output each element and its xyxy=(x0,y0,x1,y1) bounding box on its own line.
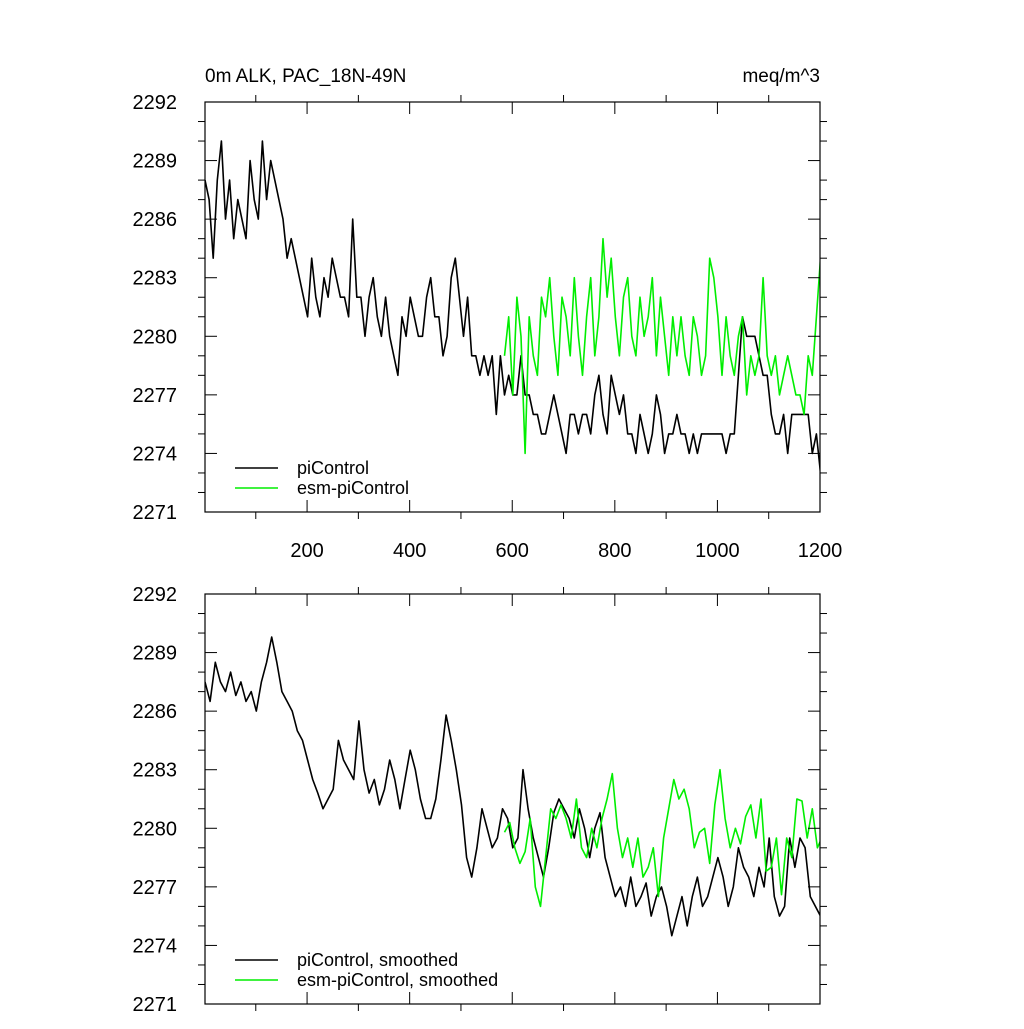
x-tick-label: 400 xyxy=(393,540,426,562)
series-line-picontrol xyxy=(205,140,820,474)
y-tick-label: 2280 xyxy=(133,326,178,348)
y-tick-label: 2271 xyxy=(133,994,178,1016)
y-tick-label: 2271 xyxy=(133,502,178,524)
plot-frame xyxy=(204,101,821,513)
series-line-esm-picontrol xyxy=(503,768,820,908)
panel-2: 2271 2274 2277 2280 2283 2286 2289 2292 piContro… xyxy=(133,584,827,1016)
panel-1: 2271 2274 2277 2280 2283 2286 2289 2292 200 400 60… xyxy=(133,92,843,562)
y-tick-label: 2280 xyxy=(133,818,178,840)
series-line-esm-picontrol xyxy=(503,237,820,455)
x-tick-label: 800 xyxy=(598,540,631,562)
x-tick-label: 1200 xyxy=(798,540,843,562)
y-tick-label: 2274 xyxy=(133,443,178,465)
legend-label-picontrol: piControl xyxy=(297,458,369,478)
x-tick-label: 1000 xyxy=(695,540,740,562)
y-tick-label: 2292 xyxy=(133,92,178,114)
units-label: meq/m^3 xyxy=(742,66,820,87)
plot-title: 0m ALK, PAC_18N-49N xyxy=(205,66,406,87)
x-tick-label: 600 xyxy=(496,540,529,562)
y-tick-label: 2277 xyxy=(133,385,178,407)
y-tick-label: 2277 xyxy=(133,877,178,899)
y-tick-label: 2289 xyxy=(133,151,178,173)
plot-frame xyxy=(204,593,821,1005)
legend-label-esm-picontrol: esm-piControl, smoothed xyxy=(297,970,498,990)
legend-label-picontrol: piControl, smoothed xyxy=(297,950,458,970)
series-line-picontrol xyxy=(205,636,820,937)
y-tick-label: 2292 xyxy=(133,584,178,606)
y-tick-label: 2289 xyxy=(133,643,178,665)
y-tick-label: 2283 xyxy=(133,268,178,290)
legend-label-esm-picontrol: esm-piControl xyxy=(297,478,409,498)
x-tick-label: 200 xyxy=(290,540,323,562)
y-tick-label: 2286 xyxy=(133,209,178,231)
y-tick-label: 2283 xyxy=(133,760,178,782)
y-tick-label: 2286 xyxy=(133,701,178,723)
y-tick-label: 2274 xyxy=(133,935,178,957)
